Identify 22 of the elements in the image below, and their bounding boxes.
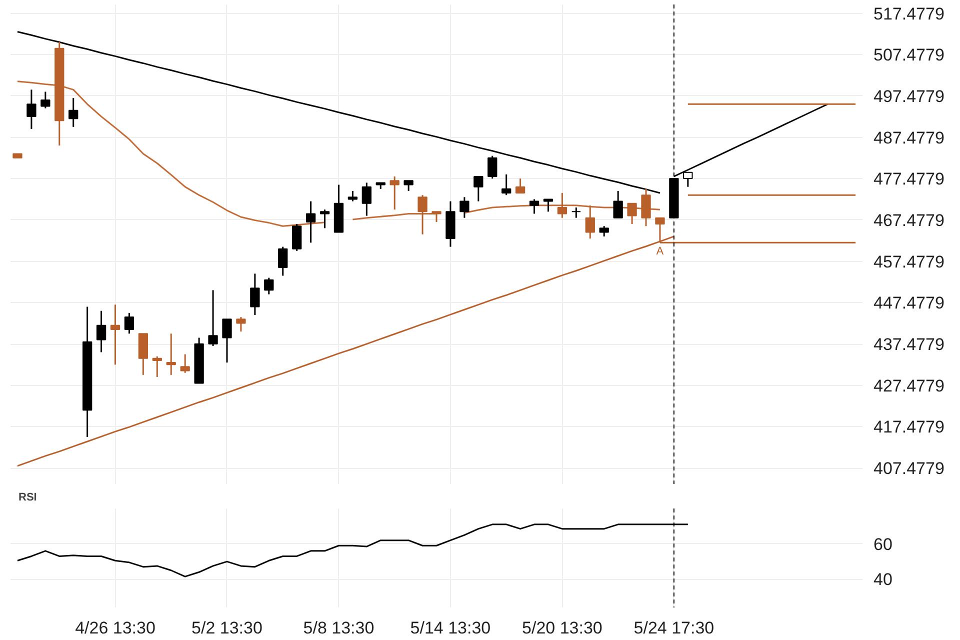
y-tick-label: 517.4779 [874,4,944,24]
y-tick-label: 40 [874,570,892,590]
y-tick-label: 447.4779 [874,294,944,313]
x-tick-label: 5/24 17:30 [634,618,714,638]
y-tick-label: 507.4779 [874,46,944,65]
y-tick-label: 60 [874,534,892,554]
x-tick-label: 4/26 13:30 [75,618,156,638]
y-tick-label: 467.4779 [874,210,944,230]
x-tick-label: 5/20 13:30 [522,618,602,638]
y-tick-label: 477.4779 [874,170,944,189]
y-tick-label: 457.4779 [874,252,944,272]
y-tick-label: 417.4779 [874,418,944,437]
y-tick-label: 407.4779 [874,459,944,478]
y-tick-label: 487.4779 [874,128,944,148]
annotation: A [656,246,664,258]
chart-title: RSI [18,492,37,504]
x-tick-label: 5/2 13:30 [192,618,262,638]
y-tick-label: 497.4779 [874,86,944,106]
x-tick-label: 5/14 13:30 [410,618,491,638]
y-tick-label: 437.4779 [874,335,944,354]
x-tick-label: 5/8 13:30 [303,618,374,638]
y-tick-label: 427.4779 [874,376,944,396]
